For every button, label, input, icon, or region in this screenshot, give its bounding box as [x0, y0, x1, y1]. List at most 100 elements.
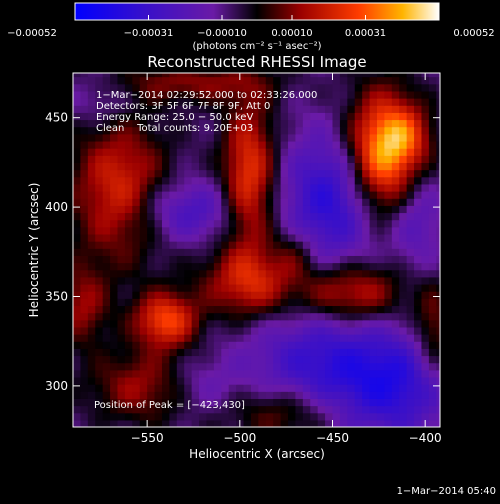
- heatmap-pixel: [228, 348, 237, 357]
- heatmap-pixel: [206, 191, 215, 199]
- heatmap-pixel: [236, 341, 245, 349]
- heatmap-pixel: [258, 219, 267, 228]
- colorbar-tick-label: 0.00010: [271, 28, 312, 39]
- heatmap-pixel: [258, 391, 267, 399]
- heatmap-pixel: [347, 73, 356, 78]
- heatmap-pixel: [95, 319, 104, 328]
- heatmap-pixel: [362, 334, 371, 342]
- heatmap-pixel: [362, 283, 371, 292]
- heatmap-pixel: [414, 226, 423, 235]
- heatmap-pixel: [288, 133, 297, 142]
- heatmap-pixel: [339, 119, 348, 128]
- heatmap-pixel: [273, 355, 282, 364]
- heatmap-pixel: [391, 133, 400, 142]
- heatmap-pixel: [295, 319, 304, 328]
- heatmap-pixel: [80, 112, 89, 121]
- heatmap-pixel: [288, 355, 297, 364]
- heatmap-pixel: [80, 140, 89, 149]
- heatmap-pixel: [147, 362, 156, 371]
- heatmap-pixel: [147, 276, 156, 285]
- heatmap-pixel: [421, 169, 430, 178]
- heatmap-pixel: [265, 376, 274, 385]
- heatmap-pixel: [295, 112, 304, 121]
- heatmap-pixel: [147, 112, 156, 121]
- heatmap-pixel: [147, 212, 156, 221]
- heatmap-pixel: [199, 198, 208, 206]
- heatmap-pixel: [354, 341, 363, 349]
- heatmap-pixel: [176, 334, 185, 342]
- heatmap-pixel: [302, 283, 311, 292]
- heatmap-pixel: [102, 419, 111, 427]
- heatmap-pixel: [339, 276, 348, 285]
- heatmap-pixel: [265, 355, 274, 364]
- heatmap-pixel: [288, 291, 297, 299]
- heatmap-pixel: [258, 283, 267, 292]
- heatmap-pixel: [191, 269, 200, 278]
- heatmap-pixel: [362, 262, 371, 271]
- heatmap-pixel: [73, 348, 82, 357]
- heatmap-pixel: [221, 269, 230, 278]
- heatmap-pixel: [199, 276, 208, 285]
- heatmap-pixel: [369, 276, 378, 285]
- heatmap-pixel: [310, 269, 319, 278]
- heatmap-pixel: [147, 376, 156, 385]
- heatmap-pixel: [317, 384, 326, 392]
- heatmap-pixel: [132, 241, 141, 249]
- heatmap-pixel: [302, 233, 311, 242]
- heatmap-pixel: [169, 341, 178, 349]
- heatmap-pixel: [399, 384, 408, 392]
- heatmap-pixel: [102, 241, 111, 249]
- heatmap-pixel: [250, 398, 259, 407]
- heatmap-pixel: [376, 155, 385, 163]
- heatmap-pixel: [406, 341, 415, 349]
- heatmap-pixel: [295, 419, 304, 427]
- heatmap-pixel: [102, 155, 111, 163]
- heatmap-pixel: [265, 169, 274, 178]
- heatmap-pixel: [436, 148, 440, 156]
- heatmap-pixel: [436, 119, 440, 128]
- heatmap-pixel: [414, 291, 423, 299]
- heatmap-pixel: [184, 405, 193, 414]
- heatmap-pixel: [369, 419, 378, 427]
- heatmap-pixel: [236, 276, 245, 285]
- heatmap-pixel: [184, 205, 193, 214]
- heatmap-pixel: [117, 126, 126, 135]
- heatmap-pixel: [273, 334, 282, 342]
- heatmap-pixel: [184, 298, 193, 307]
- heatmap-pixel: [273, 391, 282, 399]
- heatmap-pixel: [117, 155, 126, 163]
- heatmap-pixel: [414, 76, 423, 85]
- heatmap-pixel: [347, 126, 356, 135]
- heatmap-pixel: [206, 241, 215, 249]
- heatmap-pixel: [206, 298, 215, 307]
- heatmap-pixel: [110, 226, 119, 235]
- heatmap-pixel: [243, 205, 252, 214]
- heatmap-pixel: [213, 412, 222, 421]
- heatmap-pixel: [391, 276, 400, 285]
- heatmap-pixel: [95, 405, 104, 414]
- heatmap-pixel: [273, 198, 282, 206]
- heatmap-pixel: [184, 162, 193, 171]
- heatmap-pixel: [176, 162, 185, 171]
- heatmap-pixel: [317, 73, 326, 78]
- heatmap-pixel: [117, 112, 126, 121]
- heatmap-pixel: [213, 112, 222, 121]
- heatmap-pixel: [265, 362, 274, 371]
- heatmap-pixel: [169, 98, 178, 106]
- heatmap-pixel: [147, 191, 156, 199]
- heatmap-pixel: [236, 248, 245, 256]
- heatmap-pixel: [213, 133, 222, 142]
- heatmap-pixel: [384, 384, 393, 392]
- heatmap-pixel: [258, 269, 267, 278]
- heatmap-pixel: [302, 98, 311, 106]
- heatmap-pixel: [317, 391, 326, 399]
- heatmap-pixel: [354, 133, 363, 142]
- heatmap-pixel: [310, 140, 319, 149]
- heatmap-pixel: [213, 233, 222, 242]
- heatmap-pixel: [317, 219, 326, 228]
- heatmap-pixel: [369, 212, 378, 221]
- heatmap-pixel: [414, 241, 423, 249]
- heatmap-pixel: [80, 162, 89, 171]
- heatmap-pixel: [102, 369, 111, 378]
- heatmap-pixel: [221, 126, 230, 135]
